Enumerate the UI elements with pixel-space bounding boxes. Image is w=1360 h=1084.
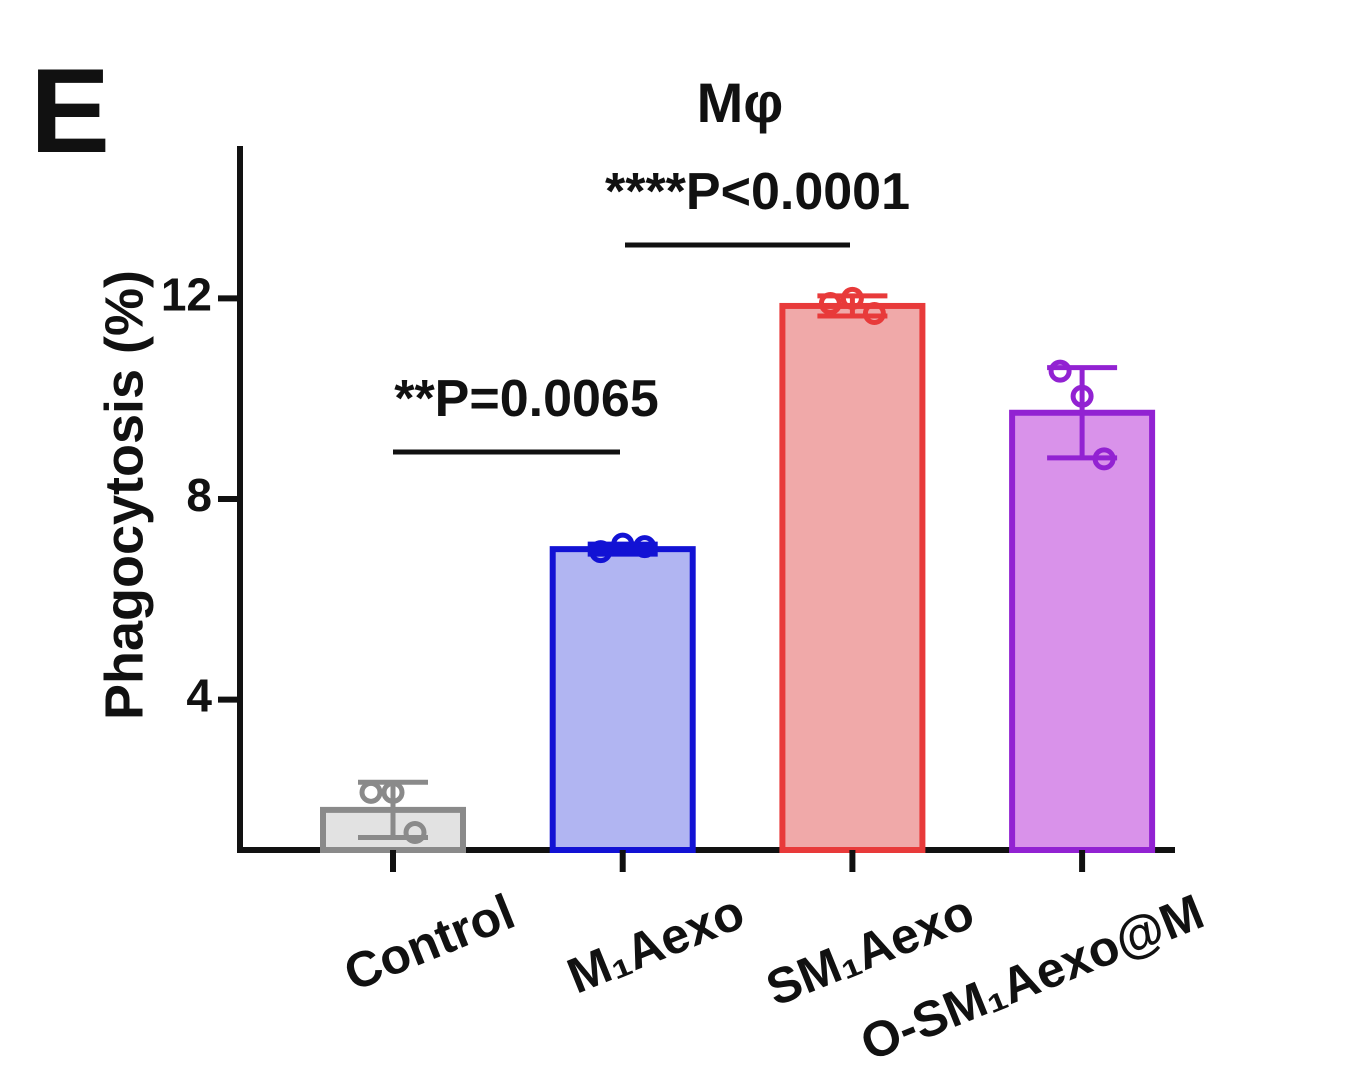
significance-label: ****P<0.0001: [605, 163, 910, 221]
y-axis-label: Phagocytosis (%): [94, 270, 154, 720]
panel-label: E: [30, 44, 110, 178]
data-point: [403, 820, 427, 844]
x-tick-label: Control: [336, 883, 522, 1002]
y-tick-label: 8: [186, 469, 212, 521]
chart-title: Mφ: [697, 71, 784, 134]
y-tick-label: 4: [186, 670, 212, 722]
bar: [779, 302, 926, 853]
data-point: [359, 780, 383, 804]
data-point: [862, 301, 886, 325]
significance-label: **P=0.0065: [394, 370, 659, 428]
x-tick-label: M₁Aexo: [560, 883, 752, 1004]
bar: [1009, 409, 1156, 853]
y-tick-label: 12: [161, 269, 212, 321]
bar: [549, 546, 696, 854]
data-point: [1048, 359, 1072, 383]
